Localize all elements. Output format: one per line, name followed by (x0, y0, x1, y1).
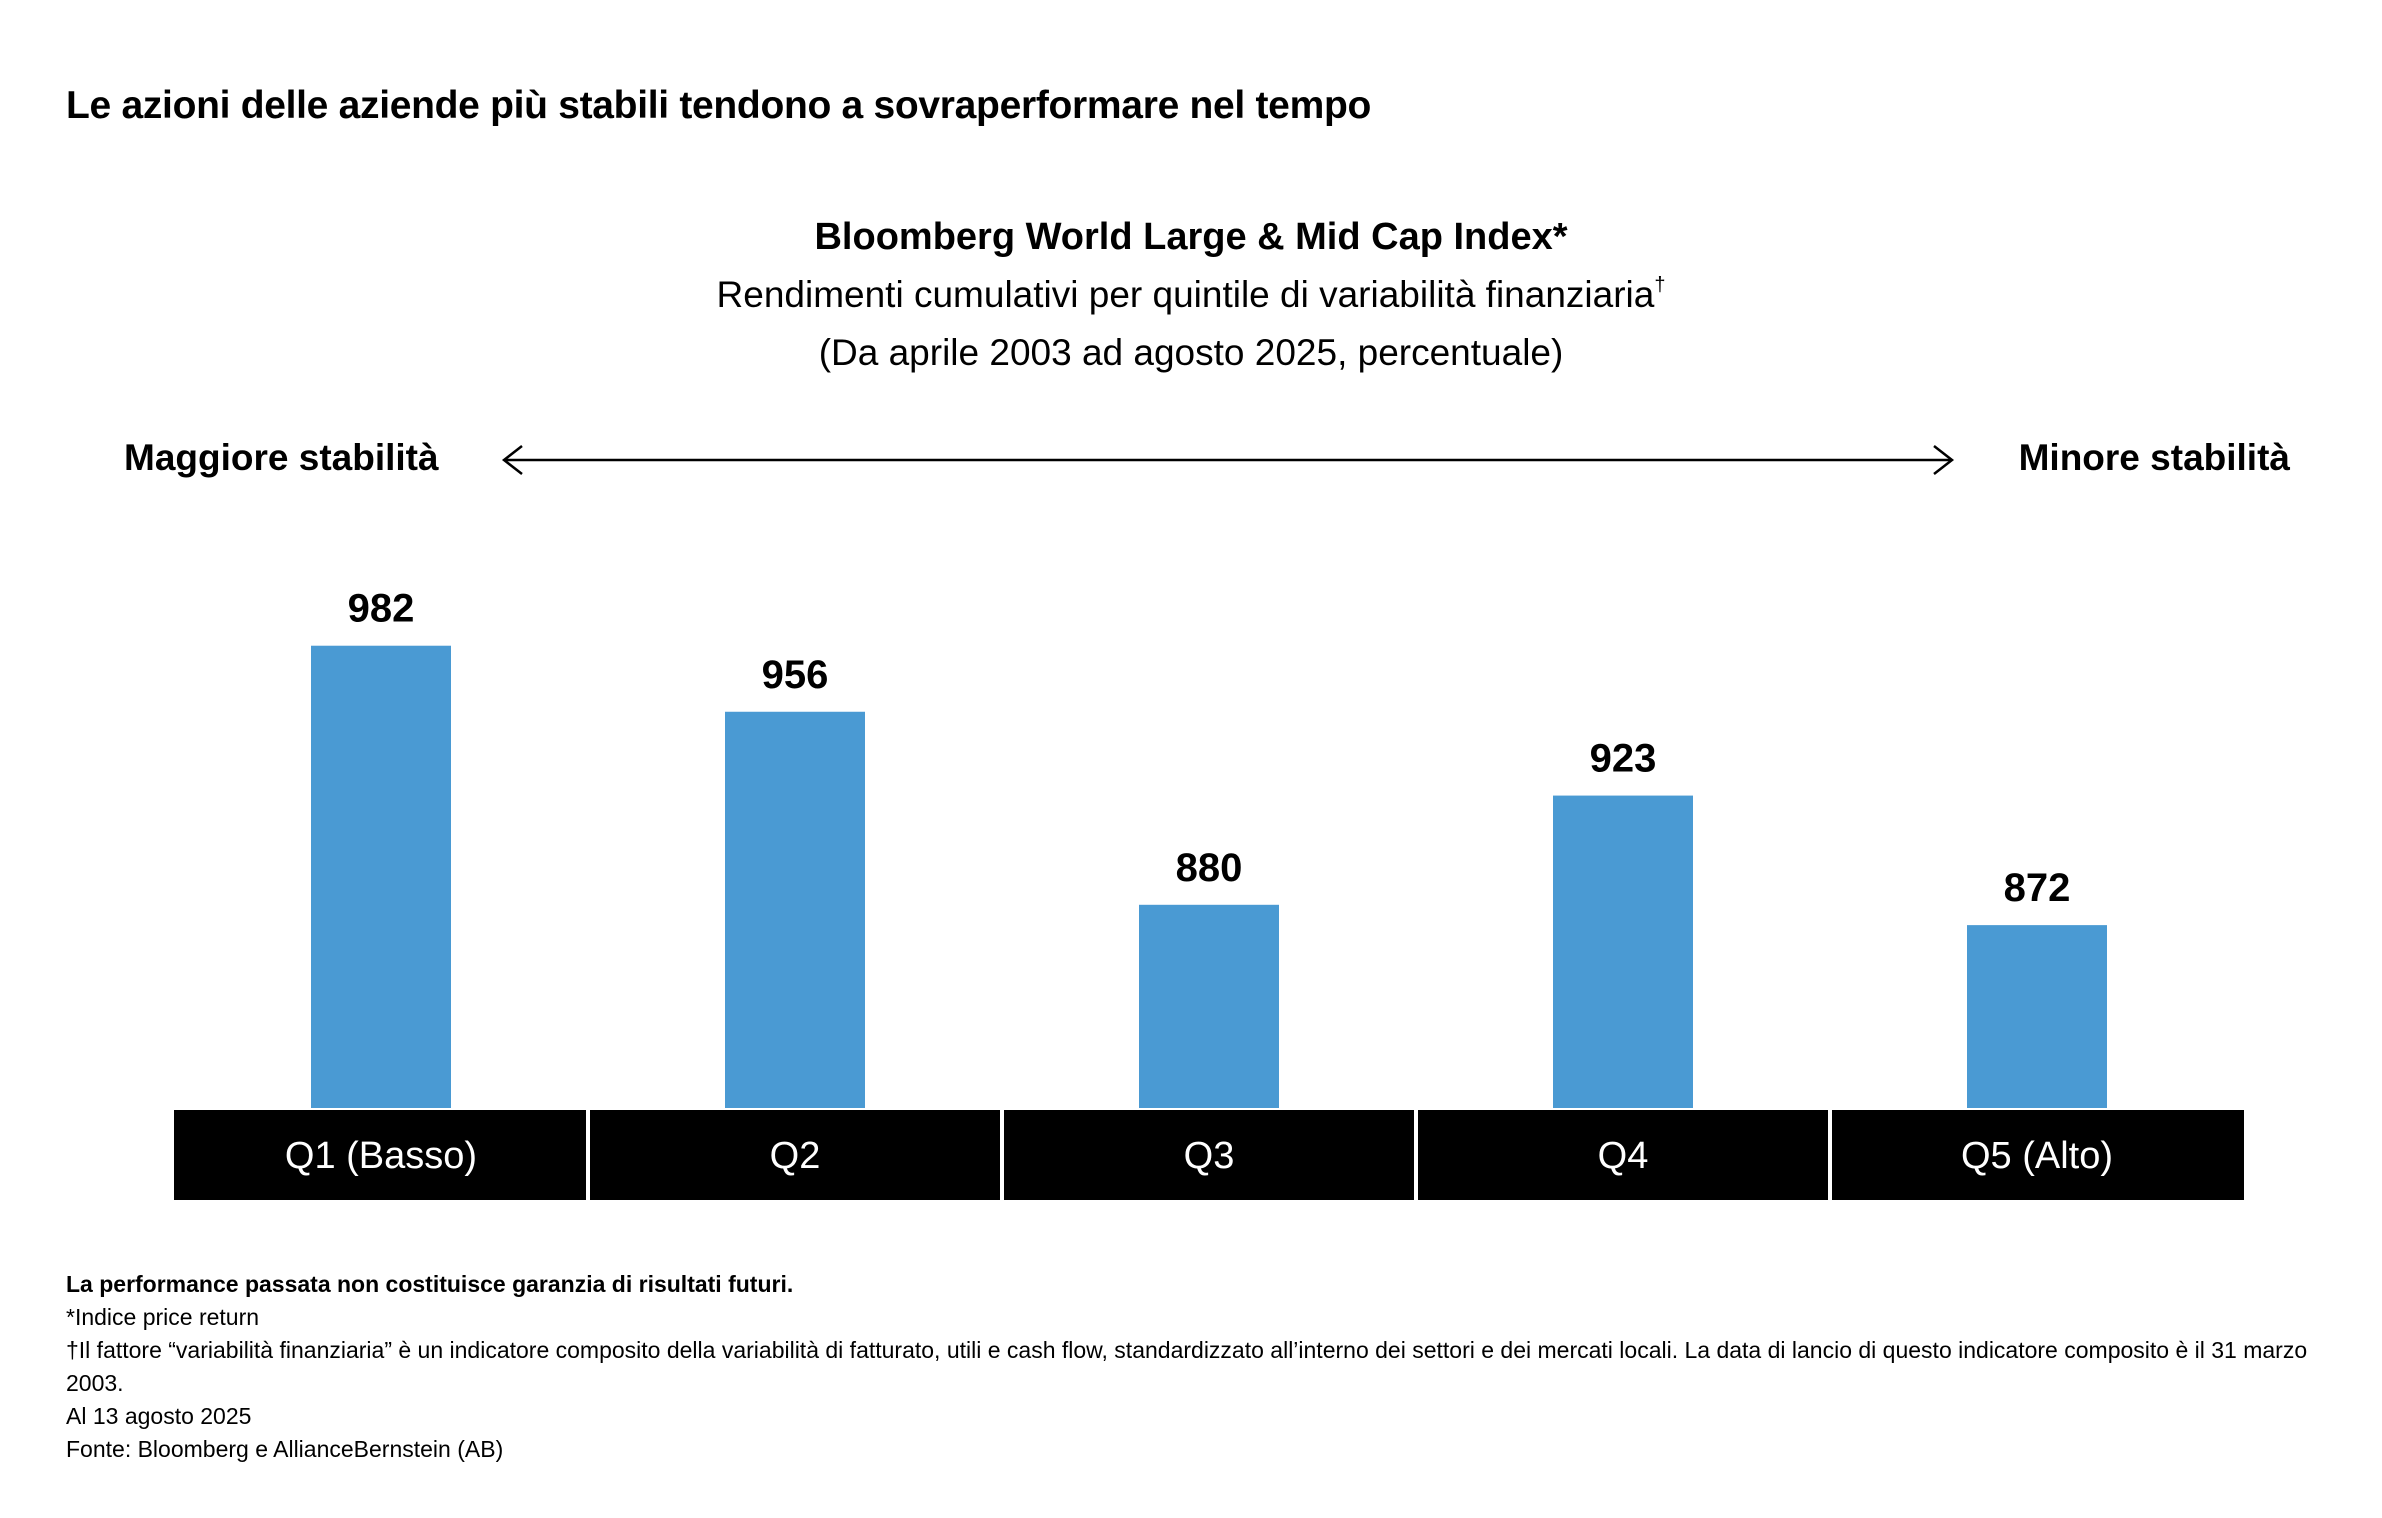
as-of-date: Al 13 agosto 2025 (66, 1403, 252, 1429)
category-band-cell (590, 1110, 1000, 1200)
category-label: Q3 (1184, 1135, 1235, 1177)
chart-subtitle-text: Rendimenti cumulativi per quintile di va… (716, 274, 1655, 315)
chart-range-note: (Da aprile 2003 ad agosto 2025, percentu… (818, 332, 1564, 373)
page-title: Le azioni delle aziende più stabili tend… (66, 84, 1371, 127)
source-text: Fonte: Bloomberg e AllianceBernstein (AB… (66, 1436, 504, 1462)
bar-value-label: 880 (1176, 846, 1243, 890)
bar (1967, 925, 2107, 1108)
chart-title: Bloomberg World Large & Mid Cap Index* (814, 216, 1568, 258)
bar-value-label: 982 (348, 587, 415, 631)
bar-chart: Q1 (Basso) 982 Q2 956 Q3 880 Q4 923 Q5 (Alto) 872 (174, 587, 2244, 1200)
disclaimer-text: La performance passata non costituisce g… (66, 1271, 794, 1297)
stability-left-label: Maggiore stabilità (124, 437, 439, 478)
footer-notes: La performance passata non costituisce g… (66, 1268, 2316, 1466)
chart-subtitle-footnote-mark: † (1654, 274, 1666, 296)
bar-value-label: 923 (1590, 737, 1657, 781)
note-index: *Indice price return (66, 1304, 260, 1330)
category-label: Q4 (1598, 1135, 1649, 1177)
chart-subtitle: Rendimenti cumulativi per quintile di va… (0, 274, 2382, 316)
bar (1139, 904, 1279, 1108)
category-band-cell (1418, 1110, 1828, 1200)
stability-arrow-icon (501, 445, 1955, 475)
note-factor: †Il fattore “variabilità finanziaria” è … (66, 1337, 2308, 1396)
bar (311, 645, 451, 1108)
bar-value-label: 872 (2004, 866, 2071, 910)
stability-right-label: Minore stabilità (2018, 437, 2290, 478)
category-label: Q5 (Alto) (1961, 1135, 2113, 1177)
category-band-cell (1832, 1110, 2244, 1200)
bar (1553, 795, 1693, 1108)
category-band-cell (1004, 1110, 1414, 1200)
category-band-cell (174, 1110, 586, 1200)
bar (725, 711, 865, 1108)
bar-value-label: 956 (762, 653, 829, 697)
category-label: Q2 (770, 1135, 821, 1177)
category-label: Q1 (Basso) (285, 1135, 477, 1177)
